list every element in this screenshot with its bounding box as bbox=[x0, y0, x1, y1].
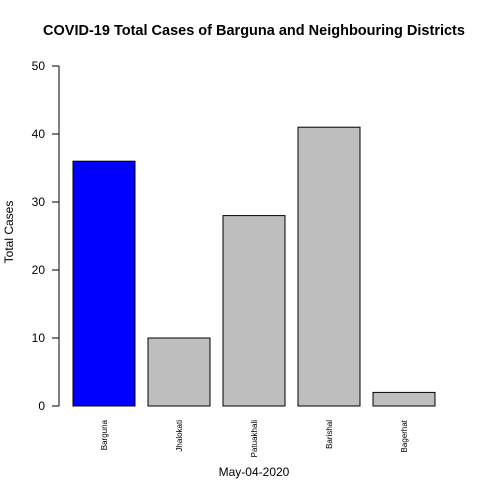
bar-bagerhat bbox=[372, 391, 436, 407]
y-tick-label: 20 bbox=[32, 263, 46, 277]
bar-barguna bbox=[72, 160, 136, 407]
x-axis-label: May-04-2020 bbox=[219, 465, 290, 479]
bar-patuakhali bbox=[222, 215, 286, 407]
y-tick-label: 50 bbox=[32, 59, 46, 73]
x-tick-label: Barguna bbox=[100, 419, 109, 450]
y-tick-label: 10 bbox=[32, 331, 46, 345]
y-tick-label: 40 bbox=[32, 127, 46, 141]
x-tick-label: Bagerhat bbox=[400, 419, 409, 452]
x-axis-category-labels: Barguna Jhalokati Patuakhali Barishal Bagerh… bbox=[100, 419, 409, 457]
x-tick-label: Barishal bbox=[325, 420, 334, 449]
x-tick-label: Jhalokati bbox=[175, 420, 184, 452]
x-tick-label: Patuakhali bbox=[250, 420, 259, 458]
y-tick-label: 0 bbox=[38, 399, 45, 413]
bar-jhalokati bbox=[147, 337, 211, 407]
bar-barishal bbox=[297, 126, 361, 407]
chart-title: COVID-19 Total Cases of Barguna and Neig… bbox=[43, 23, 465, 39]
y-axis-label: Total Cases bbox=[2, 201, 16, 264]
y-axis: 0 10 20 30 40 50 bbox=[32, 59, 60, 413]
y-tick-label: 30 bbox=[32, 195, 46, 209]
bar-series bbox=[72, 126, 436, 407]
